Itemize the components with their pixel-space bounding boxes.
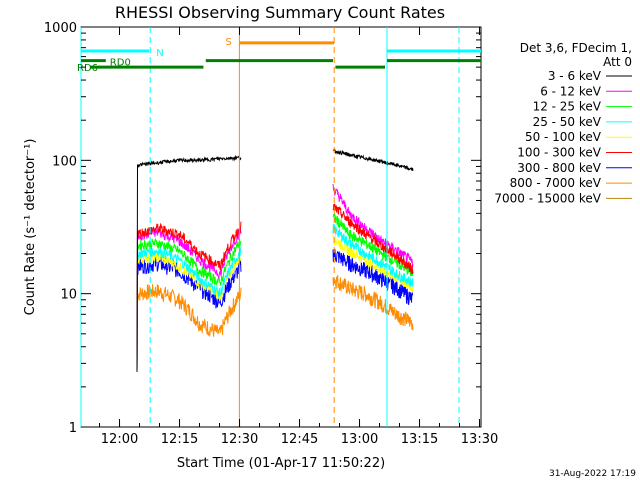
y-tick-label: 1 xyxy=(69,421,77,436)
series-line-3 xyxy=(136,246,242,372)
series-line-1 xyxy=(332,184,414,268)
x-tick-label: 12:00 xyxy=(101,432,138,447)
series-line-0 xyxy=(332,148,414,172)
legend-entry-2: 12 - 25 keV xyxy=(533,100,602,114)
legend-entry-5: 100 - 300 keV xyxy=(517,146,601,160)
series-line-2 xyxy=(136,237,242,372)
y-axis-label: Count Rate (s⁻¹ detector⁻¹) xyxy=(23,139,38,316)
x-tick-label: 13:30 xyxy=(461,432,498,447)
x-tick-label: 12:45 xyxy=(281,432,318,447)
y-tick-label: 10 xyxy=(60,288,77,303)
y-tick-label: 1000 xyxy=(44,21,77,36)
flag-layer: N S RD0 RD6 xyxy=(77,27,481,427)
flag-label-1: S xyxy=(225,37,231,48)
series-layer xyxy=(136,148,414,372)
series-line-7 xyxy=(332,274,414,331)
series-line-6 xyxy=(332,248,414,305)
flag-label-0: N xyxy=(156,48,163,59)
y-tick-label: 100 xyxy=(52,154,77,169)
series-line-0 xyxy=(136,154,242,372)
legend-entry-1: 6 - 12 keV xyxy=(540,84,602,98)
series-line-5 xyxy=(332,203,414,274)
legend-header-1: Det 3,6, FDecim 1, xyxy=(520,41,632,55)
legend-entry-0: 3 - 6 keV xyxy=(548,69,602,83)
legend-entry-7: 800 - 7000 keV xyxy=(510,176,602,190)
series-line-2 xyxy=(332,213,414,277)
x-tick-label: 12:15 xyxy=(161,432,198,447)
plot-area xyxy=(80,26,482,428)
series-line-7 xyxy=(136,283,242,372)
series-line-4 xyxy=(136,250,242,372)
x-tick-label: 13:15 xyxy=(401,432,438,447)
legend-header-2: Att 0 xyxy=(603,55,632,69)
axes-layer: 12:00 12:15 12:30 12:45 13:00 13:15 13:30 1 10 10… xyxy=(44,21,498,447)
legend-entry-6: 300 - 800 keV xyxy=(517,161,601,175)
x-axis-label: Start Time (01-Apr-17 11:50:22) xyxy=(177,456,385,471)
x-tick-label: 12:30 xyxy=(221,432,258,447)
series-line-3 xyxy=(332,224,414,287)
timestamp: 31-Aug-2022 17:19 xyxy=(549,469,636,479)
x-tick-label: 13:00 xyxy=(341,432,378,447)
flag-label-2: RD0 xyxy=(110,58,131,69)
chart-title: RHESSI Observing Summary Count Rates xyxy=(115,3,445,22)
series-line-5 xyxy=(136,221,242,372)
legend-entry-8: 7000 - 15000 keV xyxy=(494,191,601,205)
flag-label-3: RD6 xyxy=(77,63,98,74)
legend-entry-4: 50 - 100 keV xyxy=(525,130,602,144)
legend-entry-3: 25 - 50 keV xyxy=(533,115,602,129)
